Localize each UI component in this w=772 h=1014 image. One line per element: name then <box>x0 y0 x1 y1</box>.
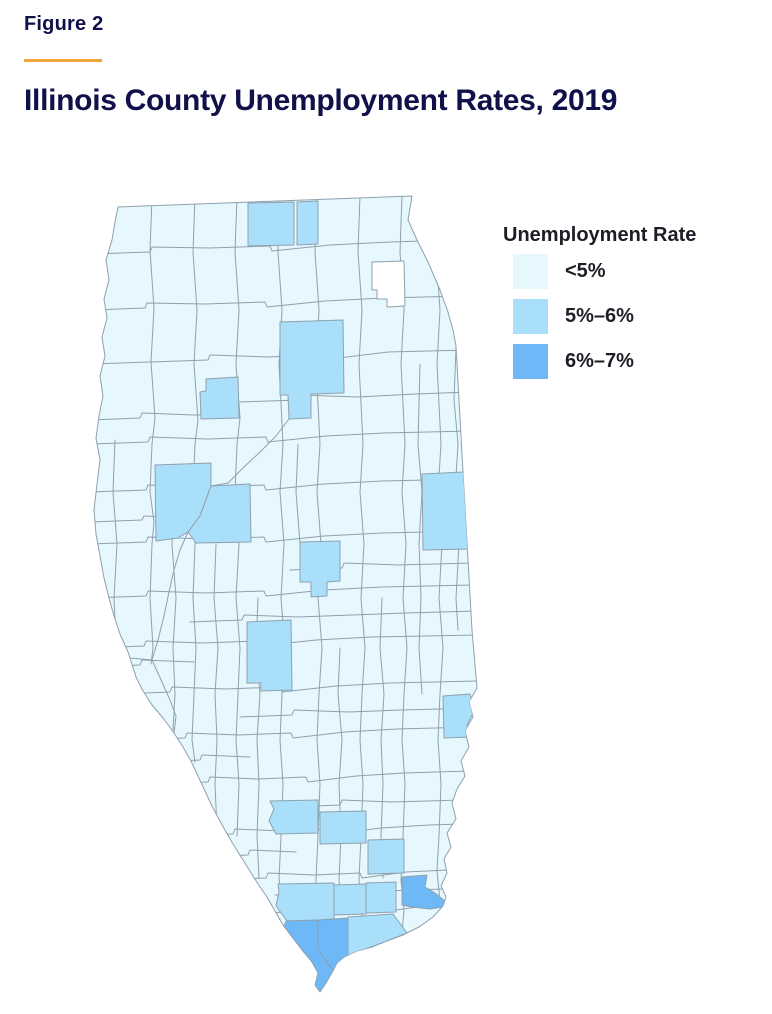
county-shape <box>299 540 341 598</box>
county-shape <box>268 799 319 835</box>
county-shape <box>199 376 240 420</box>
accent-underline <box>24 59 102 62</box>
legend-label: <5% <box>565 260 606 282</box>
legend-item: 5%–6% <box>513 299 765 334</box>
legend-item: 6%–7% <box>513 344 765 379</box>
illinois-county-map <box>90 190 490 1002</box>
page-title: Illinois County Unemployment Rates, 2019 <box>24 84 618 117</box>
county-shape <box>296 200 319 246</box>
county-shape <box>347 913 408 957</box>
county-shape <box>275 882 335 922</box>
legend-item: <5% <box>513 254 765 289</box>
county-shape <box>442 693 475 739</box>
county-shape <box>371 260 406 308</box>
legend-title: Unemployment Rate <box>503 224 697 246</box>
legend-label: 5%–6% <box>565 305 634 327</box>
county-shape <box>319 810 367 845</box>
highlighted-counties <box>154 200 475 992</box>
county-shape <box>247 201 295 247</box>
map-legend: Unemployment Rate <5% 5%–6% 6%–7% <box>503 224 765 389</box>
county-shape <box>421 471 469 551</box>
choropleth-svg <box>93 195 478 993</box>
county-shape <box>187 483 252 544</box>
legend-swatch-6-to-7 <box>513 344 548 379</box>
legend-swatch-under-5 <box>513 254 548 289</box>
county-shape <box>365 881 397 914</box>
legend-swatch-5-to-6 <box>513 299 548 334</box>
county-shape <box>246 619 293 692</box>
figure-label: Figure 2 <box>24 13 104 35</box>
county-shape <box>367 838 405 875</box>
legend-label: 6%–7% <box>565 350 634 372</box>
county-shape <box>279 319 345 420</box>
county-shape <box>333 883 367 916</box>
